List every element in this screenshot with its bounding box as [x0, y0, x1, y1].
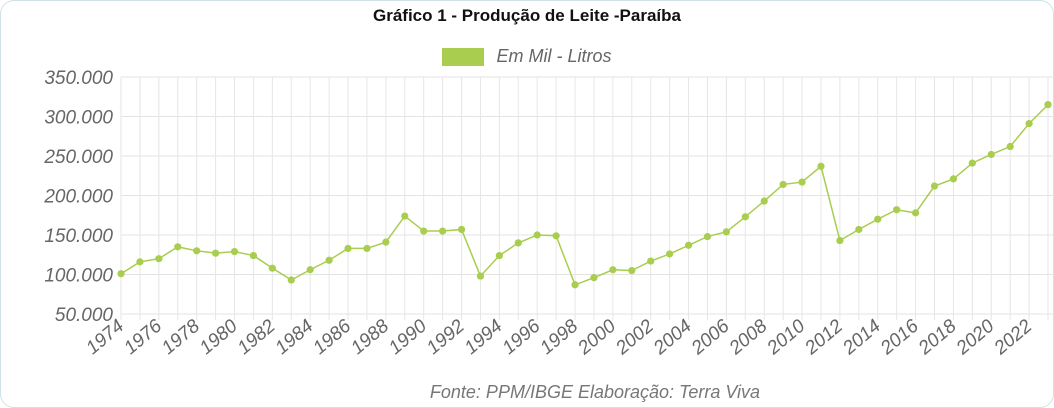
data-point[interactable] [401, 212, 409, 220]
y-tick-label: 50.000 [55, 305, 114, 326]
x-tick-label: 1986 [309, 315, 355, 359]
data-point[interactable] [155, 255, 163, 263]
y-tick-label: 350.000 [44, 68, 113, 89]
data-point[interactable] [193, 247, 201, 255]
x-tick-label: 1996 [499, 315, 545, 359]
data-point[interactable] [382, 238, 390, 246]
data-point[interactable] [666, 250, 674, 258]
data-point[interactable] [647, 257, 655, 265]
data-point[interactable] [136, 258, 144, 266]
x-tick-label: 2004 [649, 316, 696, 360]
data-point[interactable] [817, 162, 825, 170]
x-tick-label: 2010 [763, 315, 810, 359]
data-point[interactable] [798, 178, 806, 186]
data-point[interactable] [306, 266, 314, 274]
data-point[interactable] [987, 150, 995, 159]
x-tick-label: 2008 [725, 315, 772, 359]
x-axis: 1974197619781980198219841986198819901992… [82, 315, 1036, 359]
data-point[interactable] [268, 264, 276, 272]
data-point[interactable] [893, 206, 901, 214]
x-tick-label: 2002 [611, 315, 658, 359]
data-point[interactable] [703, 232, 712, 241]
data-point[interactable] [722, 228, 730, 236]
x-tick-label: 1984 [272, 316, 318, 359]
data-point[interactable] [609, 266, 617, 274]
data-point[interactable] [760, 197, 768, 205]
legend-swatch [442, 47, 485, 66]
data-point[interactable] [514, 239, 522, 247]
data-point[interactable] [325, 256, 333, 264]
series-line [120, 104, 1049, 286]
data-point[interactable] [533, 231, 541, 239]
x-tick-label: 2018 [914, 315, 961, 359]
data-point[interactable] [174, 243, 182, 251]
data-point[interactable] [230, 247, 239, 256]
x-tick-label: 2006 [687, 315, 734, 359]
data-point[interactable] [911, 209, 920, 217]
data-point[interactable] [363, 244, 371, 253]
legend[interactable]: Em Mil - Litros [0, 46, 1054, 67]
data-point[interactable] [495, 251, 503, 260]
y-tick-label: 100.000 [44, 266, 113, 287]
x-tick-label: 1994 [461, 316, 507, 359]
data-point[interactable] [457, 225, 466, 234]
data-point[interactable] [855, 225, 863, 234]
data-point[interactable] [874, 215, 882, 223]
y-tick-label: 300.000 [44, 108, 113, 129]
y-tick-label: 200.000 [43, 187, 113, 208]
data-point[interactable] [1044, 101, 1052, 109]
chart-title: Gráfico 1 - Produção de Leite -Paraíba [373, 6, 681, 25]
data-point[interactable] [968, 159, 976, 167]
data-point[interactable] [628, 266, 636, 275]
source-note: Fonte: PPM/IBGE Elaboração: Terra Viva [429, 382, 761, 402]
data-point[interactable] [476, 272, 485, 280]
plot-area [117, 101, 1052, 289]
x-tick-label: 2016 [876, 315, 923, 359]
x-tick-label: 1990 [385, 315, 431, 359]
data-point[interactable] [836, 236, 844, 245]
y-tick-label: 150.000 [44, 226, 113, 247]
data-point[interactable] [1006, 142, 1014, 151]
data-point[interactable] [1025, 120, 1033, 128]
data-point[interactable] [439, 227, 447, 235]
x-tick-label: 1998 [536, 315, 582, 359]
x-tick-label: 2014 [838, 316, 885, 360]
x-tick-label: 1976 [120, 315, 166, 359]
data-point[interactable] [949, 175, 958, 183]
x-tick-label: 2022 [990, 315, 1037, 359]
x-tick-label: 1978 [158, 315, 204, 359]
data-point[interactable] [741, 213, 749, 221]
data-point[interactable] [684, 241, 693, 249]
data-point[interactable] [287, 276, 295, 284]
grid [120, 76, 1054, 320]
data-point[interactable] [420, 227, 428, 235]
data-point[interactable] [344, 244, 352, 253]
data-point[interactable] [779, 180, 787, 189]
x-tick-label: 2000 [573, 315, 620, 359]
data-point[interactable] [930, 182, 939, 190]
data-point[interactable] [249, 251, 258, 260]
data-point[interactable] [571, 281, 579, 289]
x-tick-label: 2012 [800, 315, 847, 359]
data-point[interactable] [117, 270, 125, 278]
x-tick-label: 1982 [234, 315, 280, 359]
x-tick-label: 1992 [423, 315, 469, 359]
data-point[interactable] [552, 232, 560, 240]
y-tick-label: 250.000 [43, 147, 113, 168]
legend-label: Em Mil - Litros [496, 46, 612, 66]
x-tick-label: 1980 [196, 315, 242, 359]
data-point[interactable] [590, 274, 598, 282]
y-axis: 50.000 100.000 150.000 200.000 250.000 300.00… [43, 68, 113, 326]
x-tick-label: 2020 [952, 315, 999, 359]
data-point[interactable] [211, 249, 220, 257]
x-tick-label: 1988 [347, 315, 393, 359]
